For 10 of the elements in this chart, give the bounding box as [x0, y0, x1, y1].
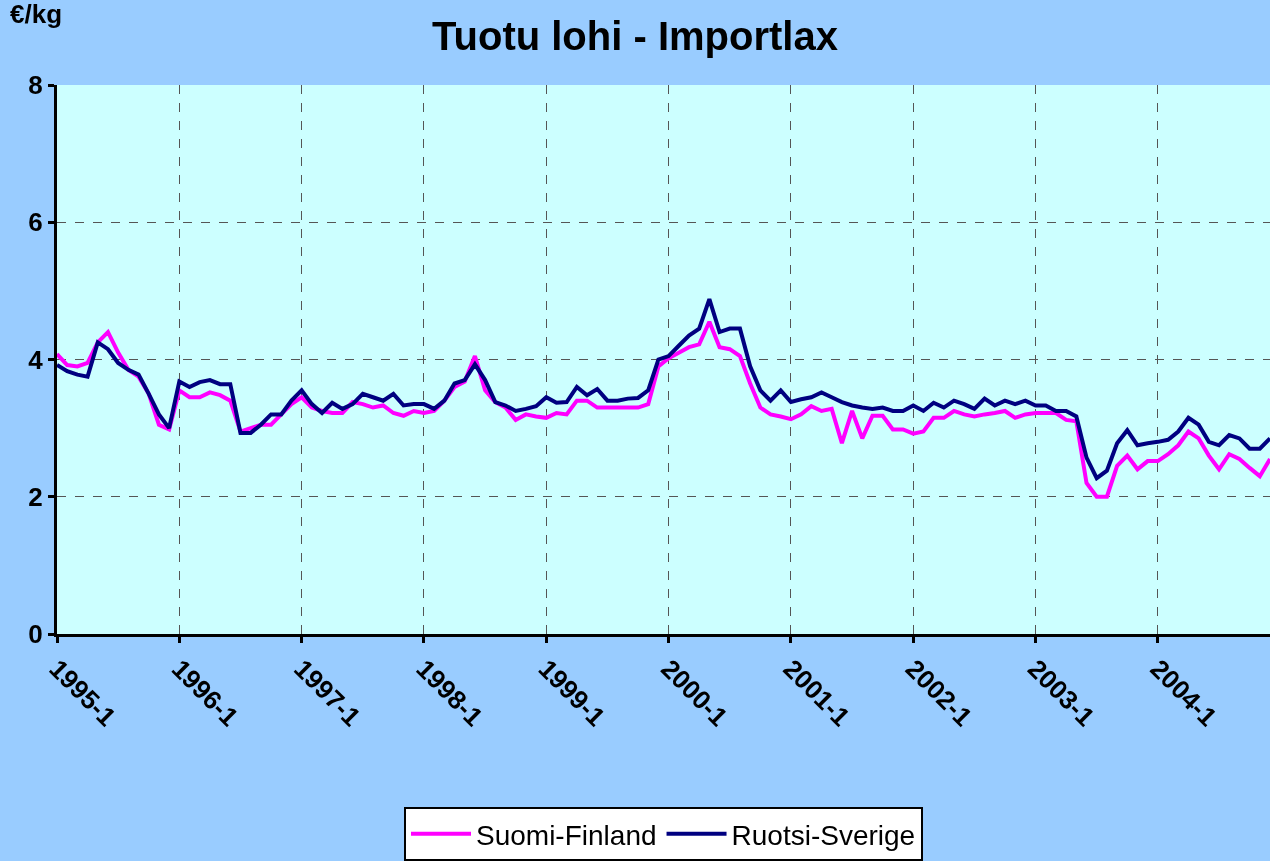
legend-label: Ruotsi-Sverige [731, 819, 916, 851]
legend-label: Suomi-Finland [476, 819, 657, 851]
chart-title: Tuotu lohi - Importlax [432, 14, 838, 59]
y-tick-label: 6 [28, 207, 43, 238]
line-series [57, 297, 1270, 481]
y-tick-label: 4 [28, 344, 44, 375]
y-tick-label: 8 [28, 70, 43, 101]
y-tick-label: 0 [28, 619, 43, 650]
y-axis-title: €/kg [10, 0, 63, 29]
y-tick-label: 2 [28, 481, 43, 512]
